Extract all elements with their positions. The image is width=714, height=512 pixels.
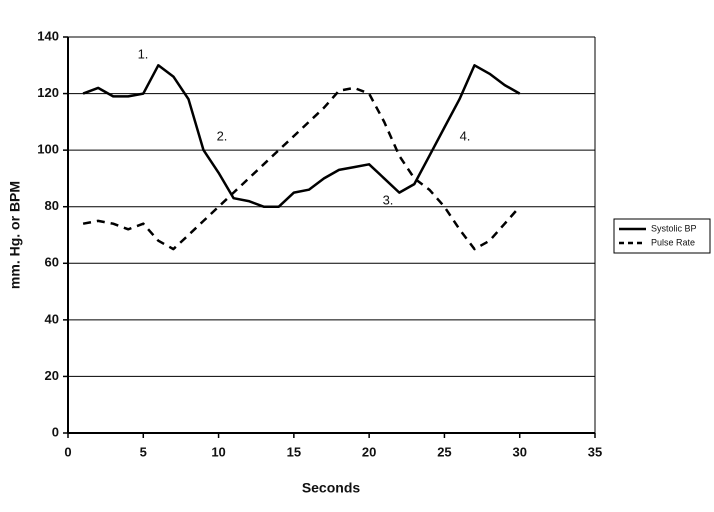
y-axis-title: mm. Hg. or BPM [7,181,23,289]
x-tick-label: 0 [64,444,71,459]
y-tick-label: 0 [52,424,59,439]
y-tick-label: 80 [45,198,59,213]
x-tick-label: 10 [211,444,225,459]
series-line [82,86,521,251]
x-tick-label: 15 [287,444,301,459]
y-tick-label: 20 [45,368,59,383]
y-tick-label: 60 [45,255,59,270]
annotation: 1. [138,46,149,61]
x-tick-label: 25 [437,444,451,459]
y-tick-label: 100 [37,142,59,157]
series-line [82,64,521,208]
annotation: 3. [383,192,394,207]
legend-label: Systolic BP [651,223,697,233]
x-tick-label: 5 [140,444,147,459]
legend-box [613,218,711,254]
x-tick-label: 35 [588,444,602,459]
annotation: 2. [217,128,228,143]
legend-label: Pulse Rate [651,237,695,247]
x-axis-title: Seconds [302,480,361,496]
y-tick-label: 40 [45,311,59,326]
annotation: 4. [460,128,471,143]
y-tick-label: 140 [37,28,59,43]
y-tick-label: 120 [37,85,59,100]
x-tick-label: 20 [362,444,376,459]
x-tick-label: 30 [512,444,526,459]
